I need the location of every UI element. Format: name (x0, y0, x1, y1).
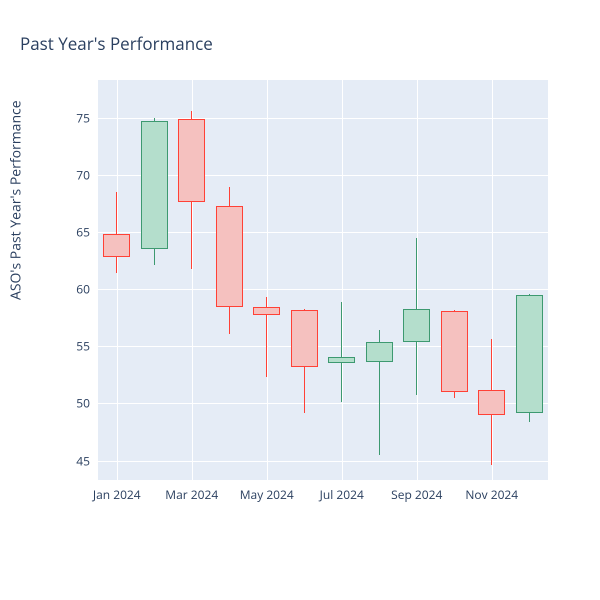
chart-title: Past Year's Performance (20, 32, 213, 55)
gridline-v (342, 80, 343, 480)
candle-body (403, 309, 430, 342)
gridline-v (267, 80, 268, 480)
gridline-h (98, 346, 548, 347)
y-axis-title: ASO's Past Year's Performance (7, 100, 26, 300)
candle-body (478, 390, 505, 415)
gridline-h (98, 461, 548, 462)
y-tick-label: 50 (76, 395, 90, 412)
x-tick-label: Mar 2024 (165, 486, 218, 503)
candle-body (216, 206, 243, 308)
x-tick-label: May 2024 (240, 486, 294, 503)
x-tick-label: Nov 2024 (465, 486, 518, 503)
x-tick-label: Sep 2024 (391, 486, 442, 503)
candle-body (291, 310, 318, 367)
y-tick-label: 55 (76, 338, 90, 355)
x-tick-label: Jul 2024 (320, 486, 364, 503)
candle-body (103, 234, 130, 257)
chart-container: Past Year's Performance ASO's Past Year'… (0, 0, 600, 600)
gridline-h (98, 118, 548, 119)
candle-body (178, 119, 205, 202)
y-tick-label: 65 (76, 224, 90, 241)
gridline-h (98, 289, 548, 290)
candle-body (366, 342, 393, 363)
candle-wick (116, 192, 117, 273)
candle-body (141, 121, 168, 249)
candle-body (253, 307, 280, 315)
y-tick-label: 75 (76, 109, 90, 126)
y-tick-label: 60 (76, 281, 90, 298)
y-tick-label: 45 (76, 452, 90, 469)
plot-area (98, 80, 548, 480)
candle-body (441, 311, 468, 392)
candle-wick (341, 302, 342, 403)
candle-body (328, 357, 355, 364)
candle-body (516, 295, 543, 413)
y-tick-label: 70 (76, 166, 90, 183)
x-tick-label: Jan 2024 (93, 486, 141, 503)
gridline-v (117, 80, 118, 480)
